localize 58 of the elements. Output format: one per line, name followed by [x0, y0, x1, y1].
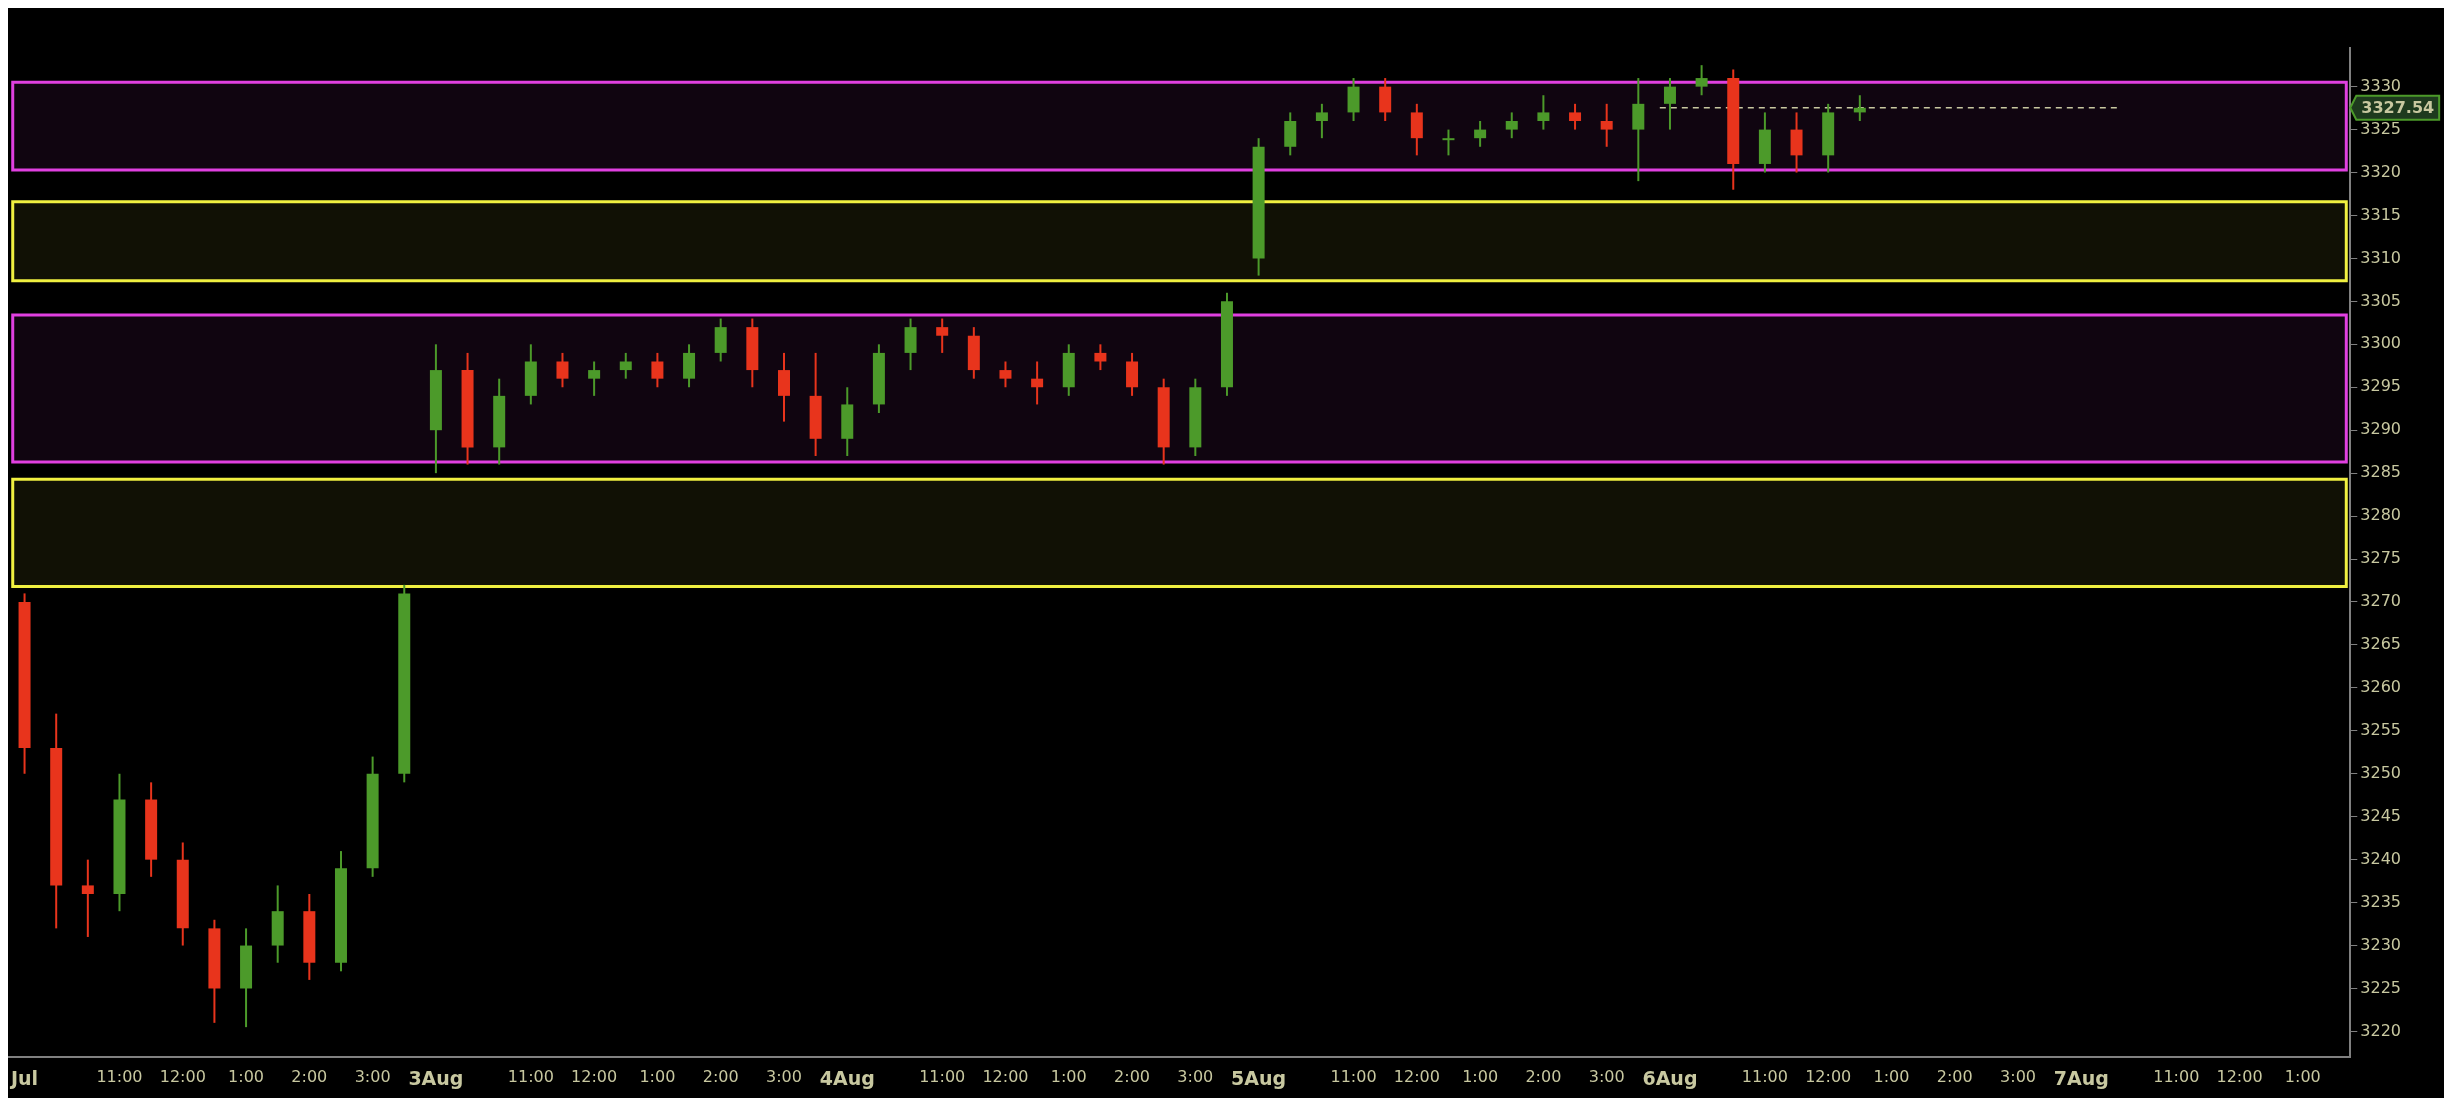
y-tick-label: 3330	[2360, 75, 2401, 95]
x-tick-label: 2:00	[291, 1066, 328, 1086]
x-tick-label: 12:00	[1805, 1066, 1852, 1086]
x-tick-label: 1:00	[2284, 1066, 2321, 1086]
x-tick-label: 3:00	[1588, 1066, 1625, 1086]
ref-line-label: 3327.54	[2361, 97, 2435, 117]
x-tick-label: 11:00	[1741, 1066, 1788, 1086]
x-tick-label: 2:00	[702, 1066, 739, 1086]
x-tick-label: 1:00	[1873, 1066, 1910, 1086]
y-tick-label: 3325	[2360, 118, 2401, 138]
y-tick-label: 3260	[2360, 677, 2401, 697]
y-tick-label: 3230	[2360, 934, 2401, 954]
x-tick-label: 12:00	[159, 1066, 206, 1086]
x-tick-label: 11:00	[2153, 1066, 2200, 1086]
x-tick-label: 1:00	[228, 1066, 265, 1086]
x-tick-label: 12:00	[1393, 1066, 1440, 1086]
x-tick-label: 2:00	[1114, 1066, 1151, 1086]
x-tick-label: 3:00	[2000, 1066, 2036, 1086]
y-tick-label: 3295	[2360, 376, 2401, 396]
x-tick-label: 4Aug	[819, 1066, 875, 1089]
y-tick-label: 3220	[2360, 1020, 2401, 1040]
x-tick-label: 1:00	[639, 1066, 676, 1086]
x-tick-label: 7Aug	[2053, 1066, 2109, 1089]
y-tick-label: 3290	[2360, 419, 2401, 439]
x-tick-label: 12:00	[571, 1066, 618, 1086]
x-tick-label: 11:00	[1330, 1066, 1377, 1086]
x-tick-label: 2:00	[1936, 1066, 1973, 1086]
x-tick-label: 6Aug	[1642, 1066, 1698, 1089]
x-tick-label: 11:00	[96, 1066, 143, 1086]
y-tick-label: 3305	[2360, 290, 2401, 310]
y-tick-label: 3235	[2360, 891, 2401, 911]
x-tick-label: Jul	[9, 1066, 39, 1089]
x-tick-label: 5Aug	[1231, 1066, 1287, 1089]
y-tick-label: 3285	[2360, 462, 2401, 482]
x-tick-label: 11:00	[919, 1066, 966, 1086]
x-tick-label: 3Aug	[408, 1066, 464, 1089]
x-tick-label: 12:00	[982, 1066, 1029, 1086]
y-tick-label: 3245	[2360, 805, 2401, 825]
y-tick-label: 3270	[2360, 591, 2401, 611]
x-tick-label: 3:00	[766, 1066, 802, 1086]
y-tick-label: 3310	[2360, 247, 2401, 267]
y-tick-label: 3275	[2360, 548, 2401, 568]
y-tick-label: 3280	[2360, 505, 2401, 525]
y-tick-label: 3240	[2360, 848, 2401, 868]
y-tick-label: 3265	[2360, 634, 2401, 654]
y-tick-label: 3320	[2360, 161, 2401, 181]
x-tick-label: 1:00	[1050, 1066, 1087, 1086]
x-tick-label: 3:00	[1177, 1066, 1214, 1086]
y-tick-label: 3315	[2360, 204, 2401, 224]
x-tick-label: 11:00	[507, 1066, 554, 1086]
y-tick-label: 3250	[2360, 762, 2401, 782]
y-tick-label: 3255	[2360, 719, 2401, 739]
x-tick-label: 12:00	[2216, 1066, 2263, 1086]
x-tick-label: 2:00	[1525, 1066, 1562, 1086]
y-tick-label: 3225	[2360, 977, 2401, 997]
y-tick-label: 3300	[2360, 333, 2401, 353]
x-tick-label: 3:00	[354, 1066, 391, 1086]
x-tick-label: 1:00	[1462, 1066, 1499, 1086]
